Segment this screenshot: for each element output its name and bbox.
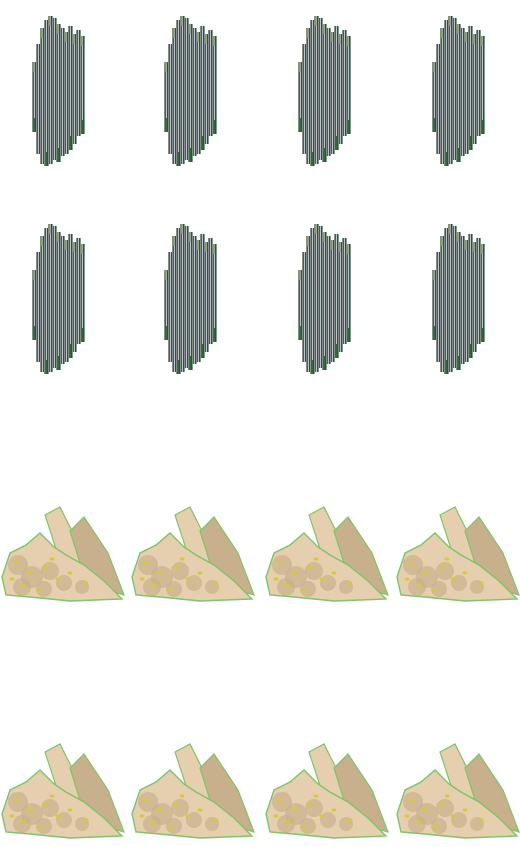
crystal-shard-icon [428, 14, 488, 169]
crystal-shard-icon [28, 222, 88, 377]
crystal-shard-icon [294, 14, 354, 169]
crystal-shard-icon [428, 222, 488, 377]
rock-rubble-icon [395, 740, 520, 840]
rock-rubble-icon [0, 740, 125, 840]
crystal-shard-icon [160, 14, 220, 169]
rock-rubble-icon [395, 503, 520, 603]
rock-rubble-icon [264, 503, 389, 603]
rock-rubble-icon [130, 503, 255, 603]
crystal-shard-icon [294, 222, 354, 377]
rock-rubble-icon [130, 740, 255, 840]
rock-rubble-icon [264, 740, 389, 840]
crystal-shard-icon [28, 14, 88, 169]
rock-rubble-icon [0, 503, 125, 603]
crystal-shard-icon [160, 222, 220, 377]
